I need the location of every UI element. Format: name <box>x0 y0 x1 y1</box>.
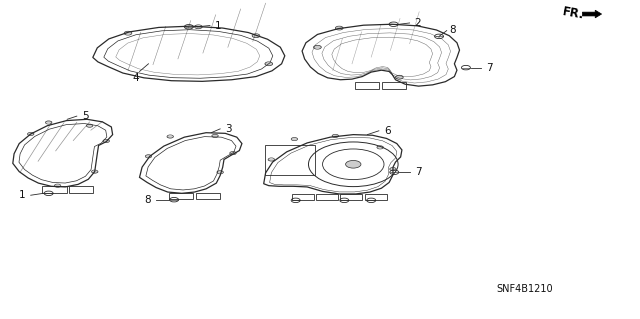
Text: 4: 4 <box>132 73 139 83</box>
Text: 8: 8 <box>449 25 456 35</box>
Text: SNF4B1210: SNF4B1210 <box>497 284 553 294</box>
Text: 2: 2 <box>415 18 421 28</box>
Text: 3: 3 <box>225 124 232 134</box>
Text: 8: 8 <box>145 195 151 205</box>
Text: FR.: FR. <box>561 5 585 22</box>
Polygon shape <box>582 10 602 18</box>
Text: 7: 7 <box>486 63 493 73</box>
Text: 6: 6 <box>384 126 390 136</box>
Text: 5: 5 <box>82 111 88 121</box>
Text: 7: 7 <box>415 167 421 177</box>
Circle shape <box>346 160 361 168</box>
Text: 1: 1 <box>19 190 26 200</box>
Text: 1: 1 <box>215 20 221 31</box>
